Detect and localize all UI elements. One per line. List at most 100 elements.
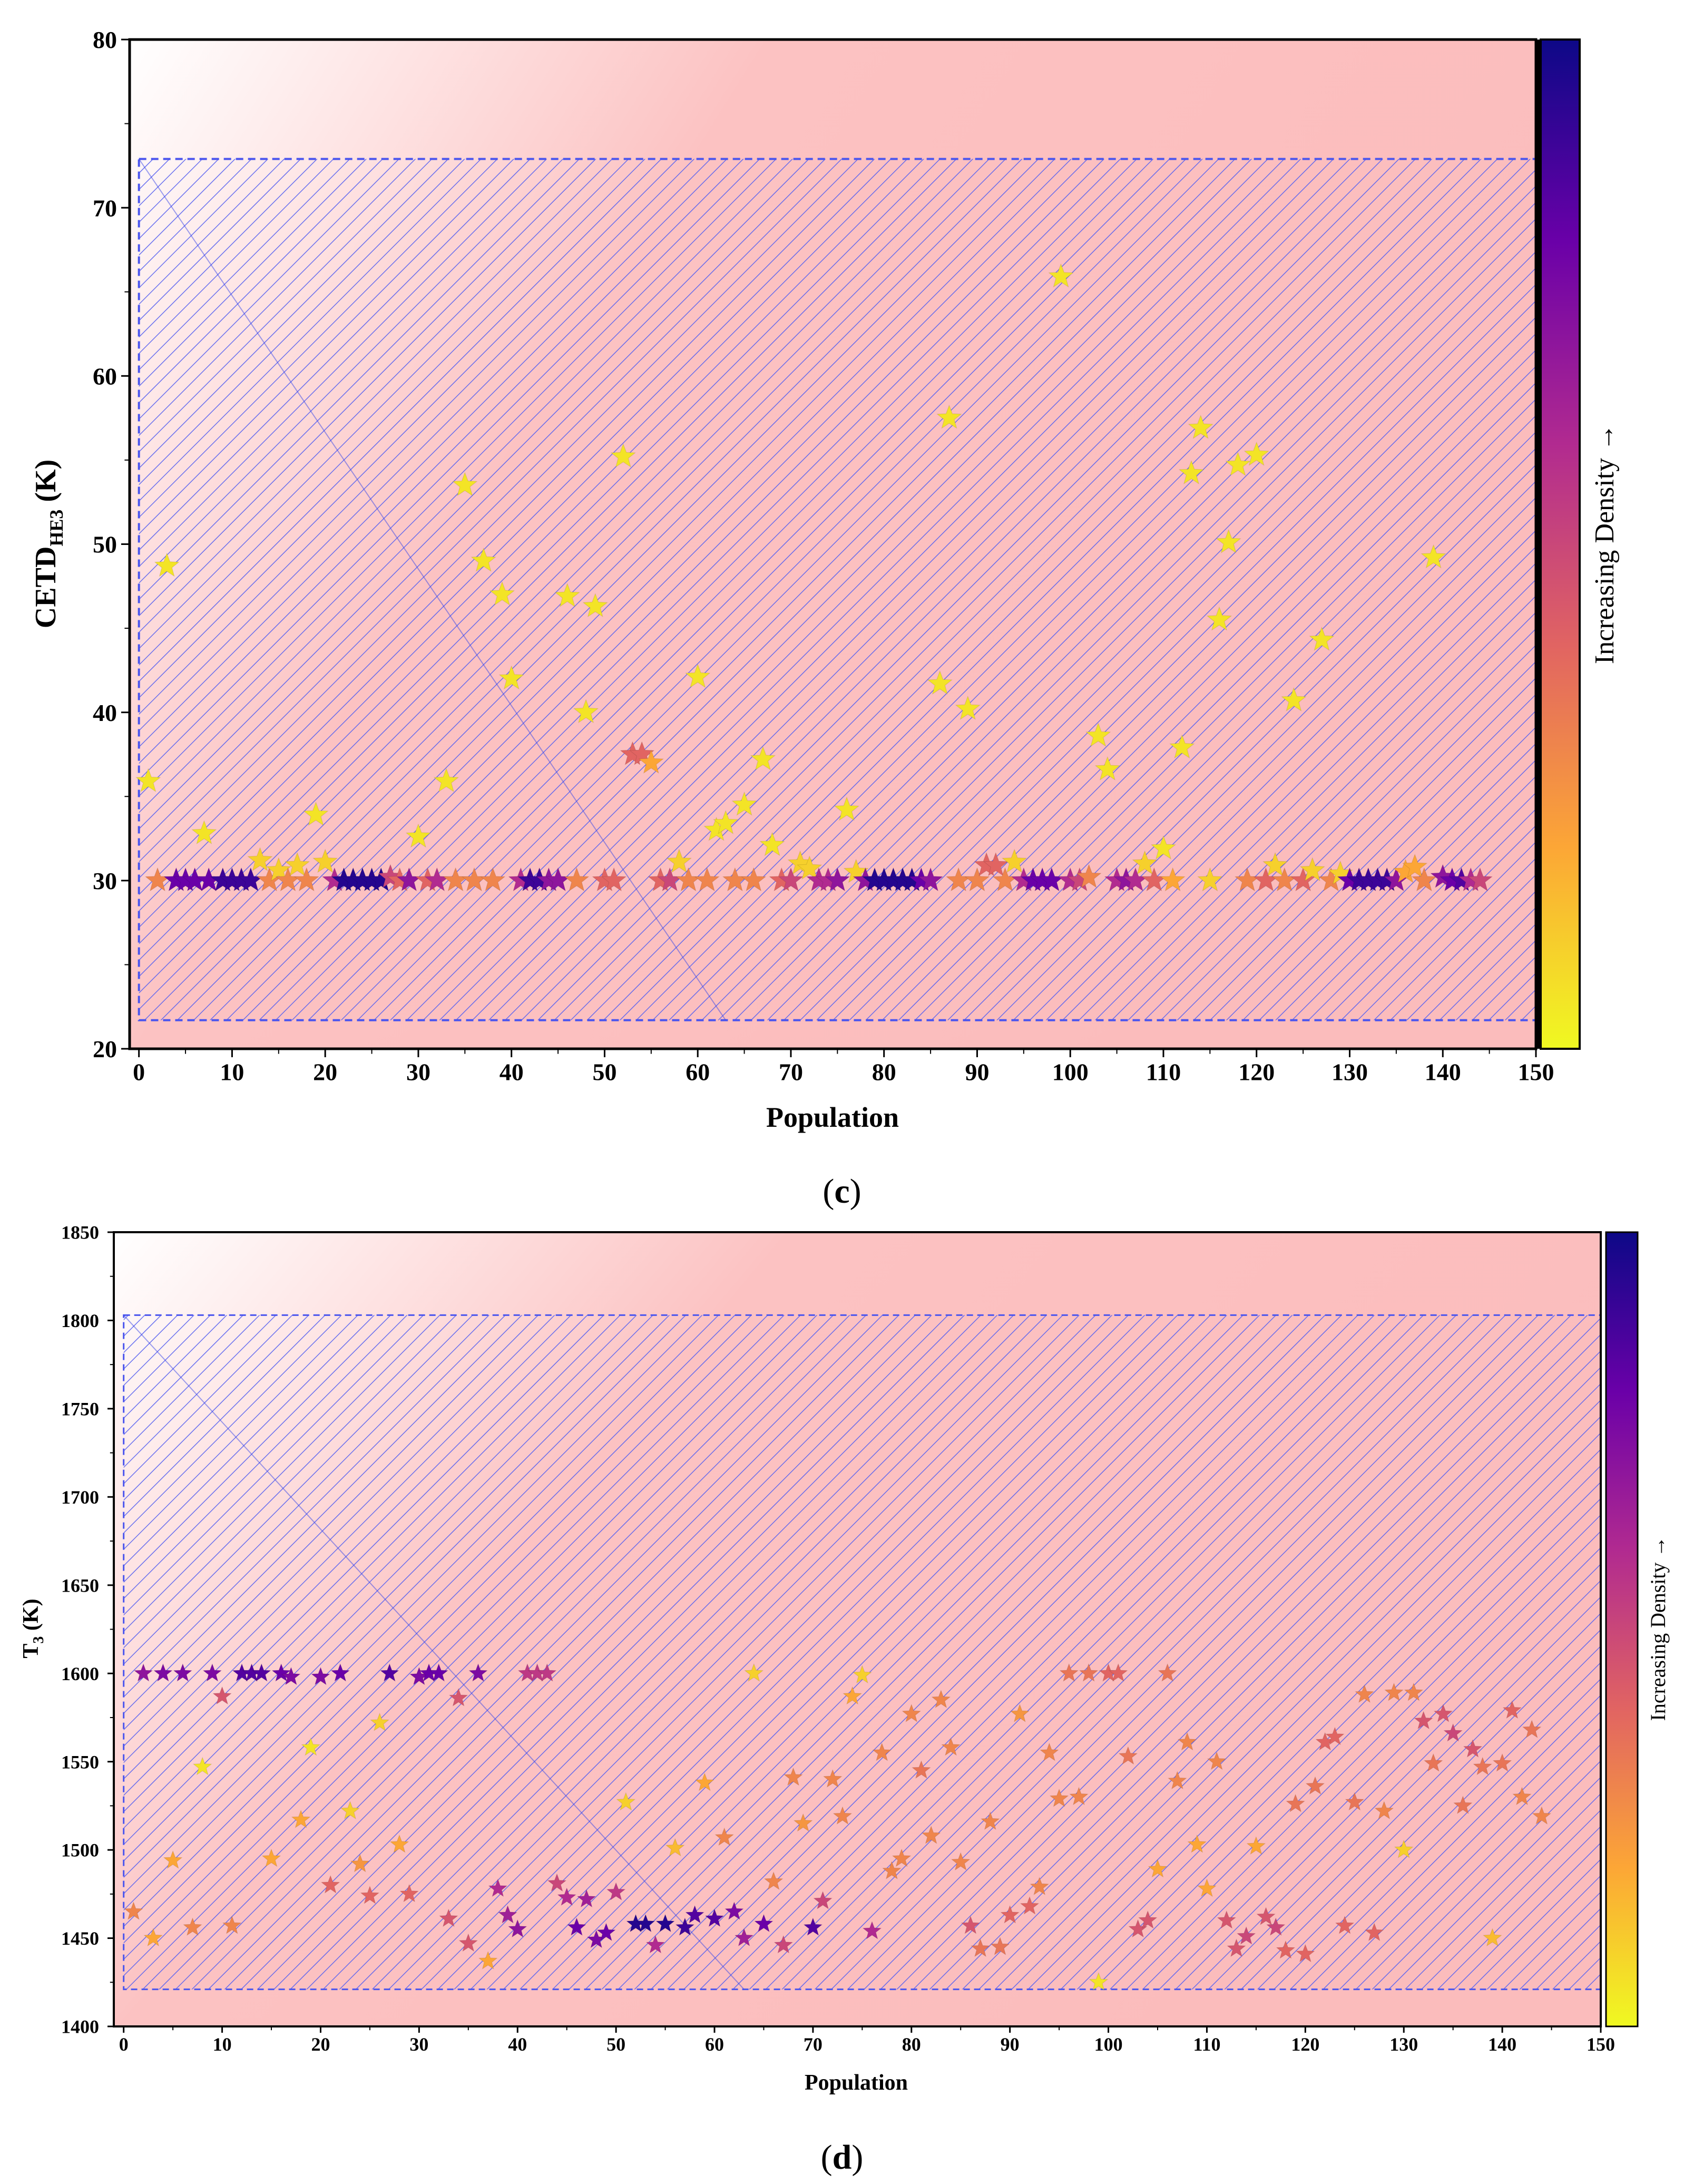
data-point-star — [251, 1663, 271, 1682]
data-point-star — [1281, 687, 1307, 711]
data-point-star — [1069, 1787, 1089, 1806]
data-point-star — [1039, 1742, 1059, 1761]
data-point-star — [163, 1850, 183, 1869]
x-ticks-c: 0 10 20 30 40 50 60 70 80 90 100 110 120 130 140 150 — [133, 1049, 1554, 1086]
data-point-star — [405, 823, 432, 848]
data-point-star — [813, 1890, 833, 1909]
data-point-star — [1522, 1719, 1542, 1739]
data-point-star — [1325, 1727, 1345, 1746]
y-tick-label: 1550 — [61, 1751, 99, 1772]
data-point-star — [266, 857, 291, 882]
data-point-star — [675, 867, 701, 892]
data-point-star — [927, 670, 953, 695]
data-point-star — [902, 1703, 922, 1722]
data-point-star — [1000, 1905, 1020, 1924]
data-point-star — [1177, 1732, 1197, 1751]
data-point-star — [1305, 1776, 1325, 1795]
data-point-star — [713, 810, 739, 834]
data-point-star — [1473, 1757, 1493, 1776]
data-point-star — [1404, 1682, 1424, 1701]
data-point-star — [1492, 1753, 1512, 1772]
y-tick-label: 1850 — [61, 1222, 99, 1243]
data-point-star — [655, 1914, 675, 1933]
data-point-star — [741, 867, 767, 892]
data-point-star — [1076, 864, 1102, 889]
data-point-star — [921, 1825, 941, 1845]
data-point-star — [554, 582, 580, 608]
panel-label-d-letter: d — [833, 2138, 852, 2177]
data-point-star — [945, 867, 972, 892]
data-point-star — [936, 404, 962, 429]
data-point-star — [734, 1928, 754, 1947]
data-point-star — [665, 1838, 685, 1857]
x-tick-label: 90 — [965, 1059, 989, 1086]
data-point-star — [303, 801, 329, 826]
data-point-star — [1295, 1944, 1315, 1963]
colorbar-d — [1605, 1231, 1639, 2027]
data-point-star — [461, 867, 487, 892]
data-point-star — [1411, 867, 1437, 892]
data-point-star — [1236, 1926, 1256, 1945]
panel-label-d-open: ( — [821, 2138, 833, 2177]
x-tick-label: 150 — [1518, 1059, 1554, 1086]
x-tick-label: 20 — [313, 1059, 337, 1086]
data-point-star — [1048, 263, 1074, 288]
data-point-star — [704, 1908, 724, 1927]
data-point-star — [399, 1884, 419, 1903]
data-point-star — [1197, 867, 1223, 892]
x-tick-label: 90 — [1001, 2034, 1020, 2055]
data-point-star — [1256, 1906, 1276, 1926]
data-point-star — [964, 867, 990, 892]
data-point-star — [154, 552, 180, 577]
colorbar-label-c: Increasing Density → — [1590, 424, 1620, 664]
data-point-star — [202, 1663, 222, 1682]
data-point-star — [123, 1901, 143, 1920]
data-point-star — [143, 1928, 163, 1947]
data-point-star — [1108, 1663, 1128, 1682]
x-tick-label: 150 — [1587, 2034, 1615, 2055]
data-point-star — [834, 796, 860, 821]
data-point-star — [784, 1767, 803, 1786]
data-point-star — [1271, 867, 1297, 892]
data-point-star — [438, 1908, 458, 1927]
data-point-star — [1402, 853, 1428, 878]
data-point-star — [722, 867, 748, 892]
data-point-star — [1030, 1876, 1050, 1896]
data-point-star — [1244, 441, 1269, 466]
data-point-star — [396, 867, 422, 892]
y-tick-label: 1650 — [61, 1575, 99, 1596]
data-point-star — [488, 1878, 508, 1897]
x-tick-label: 40 — [500, 1059, 524, 1086]
data-point-star — [797, 855, 823, 880]
data-point-star — [576, 1889, 596, 1908]
data-point-star — [1138, 1910, 1158, 1929]
x-tick-label: 0 — [119, 2034, 129, 2055]
data-point-star — [825, 867, 850, 892]
data-point-star — [135, 768, 161, 793]
data-point-star — [951, 1852, 971, 1871]
data-point-star — [803, 1917, 823, 1936]
y-tick-label: 80 — [93, 26, 117, 53]
y-tick-label: 1400 — [61, 2016, 99, 2037]
data-point-star — [173, 1663, 193, 1682]
colorbar-c — [1540, 38, 1581, 1050]
data-point-star — [1246, 1836, 1266, 1855]
data-point-star — [1384, 1682, 1404, 1701]
data-point-star — [990, 1936, 1010, 1956]
data-point-star — [1001, 849, 1027, 873]
data-point-star — [1364, 1923, 1384, 1942]
data-point-star — [1414, 1711, 1434, 1730]
data-point-star — [350, 1854, 370, 1873]
data-point-star — [498, 665, 524, 690]
data-point-star — [284, 852, 310, 876]
y-tick-label: 30 — [93, 867, 117, 894]
x-tick-label: 80 — [872, 1059, 896, 1086]
data-point-star — [1010, 1703, 1030, 1722]
x-axis-label-d: Population — [805, 2071, 908, 2095]
data-point-star — [301, 1737, 321, 1756]
data-point-star — [424, 867, 450, 892]
data-point-star — [1150, 835, 1177, 860]
data-point-star — [261, 1848, 281, 1867]
scatter-points-d — [123, 1663, 1552, 1991]
data-point-star — [645, 1935, 665, 1954]
